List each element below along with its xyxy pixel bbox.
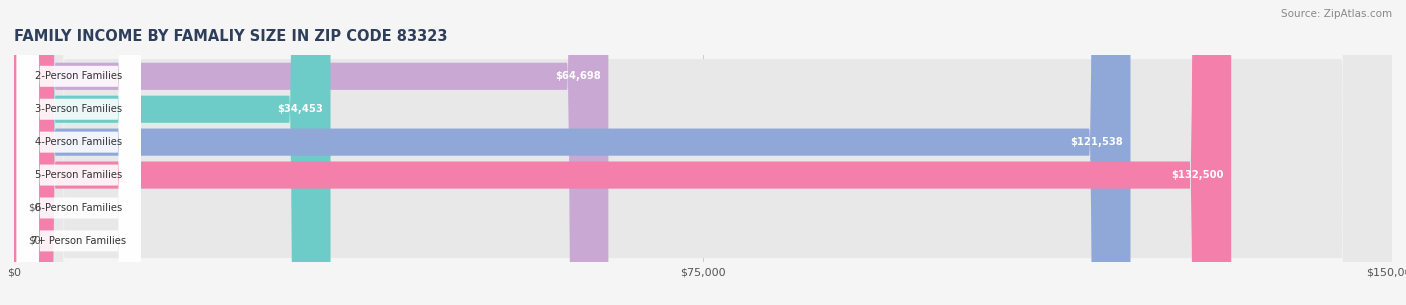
Text: $34,453: $34,453 [277,104,323,114]
FancyBboxPatch shape [14,0,1392,305]
Text: $0: $0 [28,236,41,246]
Text: 4-Person Families: 4-Person Families [35,137,122,147]
FancyBboxPatch shape [14,0,1392,305]
Text: 2-Person Families: 2-Person Families [35,71,122,81]
FancyBboxPatch shape [14,0,1392,305]
Text: $132,500: $132,500 [1171,170,1223,180]
FancyBboxPatch shape [17,0,141,305]
Text: $64,698: $64,698 [555,71,600,81]
FancyBboxPatch shape [14,0,1232,305]
Text: $0: $0 [28,203,41,213]
FancyBboxPatch shape [14,0,1392,305]
Text: Source: ZipAtlas.com: Source: ZipAtlas.com [1281,9,1392,19]
Text: $121,538: $121,538 [1070,137,1123,147]
FancyBboxPatch shape [17,0,141,305]
FancyBboxPatch shape [14,0,1392,305]
Text: FAMILY INCOME BY FAMALIY SIZE IN ZIP CODE 83323: FAMILY INCOME BY FAMALIY SIZE IN ZIP COD… [14,29,447,44]
Text: 7+ Person Families: 7+ Person Families [31,236,127,246]
FancyBboxPatch shape [17,0,141,305]
Text: 3-Person Families: 3-Person Families [35,104,122,114]
FancyBboxPatch shape [17,0,141,305]
FancyBboxPatch shape [17,0,141,305]
Text: 6-Person Families: 6-Person Families [35,203,122,213]
FancyBboxPatch shape [14,0,1130,305]
Text: 5-Person Families: 5-Person Families [35,170,122,180]
FancyBboxPatch shape [14,0,1392,305]
FancyBboxPatch shape [17,0,141,305]
FancyBboxPatch shape [14,0,330,305]
FancyBboxPatch shape [14,0,609,305]
